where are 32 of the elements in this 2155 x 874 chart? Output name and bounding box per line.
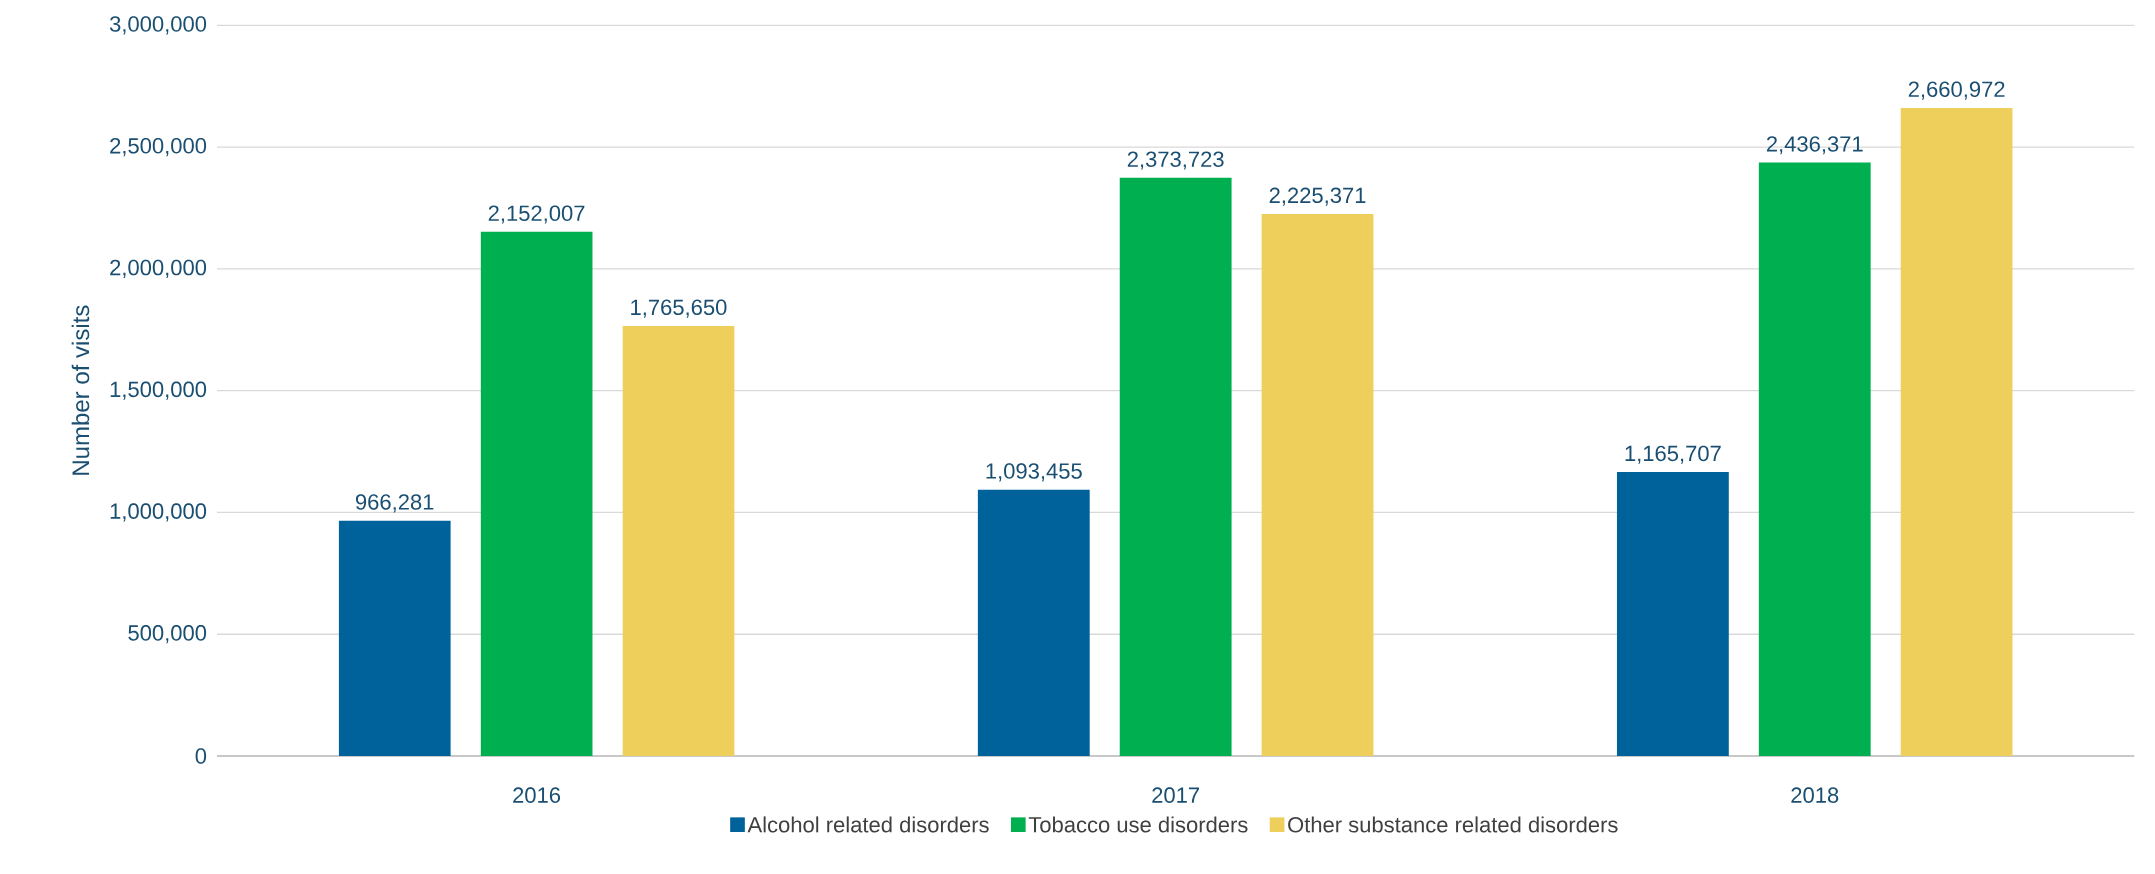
legend-label: Tobacco use disorders [1028,816,1248,833]
data-label: 2,436,371 [1766,136,1863,155]
legend-label: Alcohol related disorders [747,816,989,833]
y-tick-label: 2,500,000 [110,138,207,157]
y-tick-label: 1,000,000 [110,503,207,522]
y-tick-label: 1,500,000 [110,381,207,400]
y-tick-label: 500,000 [128,625,207,644]
data-label: 1,765,650 [631,299,727,318]
data-label: 1,165,707 [1625,445,1721,464]
data-label: 2,225,371 [1269,187,1366,206]
bar [1758,162,1871,756]
x-tick-label: 2017 [1152,787,1200,803]
bar [1261,213,1374,756]
data-label: 966,281 [355,494,434,513]
bar [1900,107,2013,756]
y-tick-label: 3,000,000 [109,16,207,35]
bar [1616,472,1729,756]
legend-label: Other substance related disorders [1288,816,1618,833]
y-axis-title: Number of visits [71,305,90,475]
bar [977,489,1090,756]
bar [622,325,735,756]
x-tick-label: 2018 [1791,787,1839,803]
x-tick-label: 2016 [513,787,561,803]
data-label: 2,660,972 [1908,81,2005,100]
bar [338,520,451,756]
y-tick-label: 2,000,000 [110,259,207,278]
y-tick-label: 0 [195,748,207,764]
data-label: 2,373,723 [1127,151,1224,170]
bar [1119,177,1232,756]
bar [480,231,593,756]
data-label: 1,093,455 [986,463,1082,482]
data-label: 2,152,007 [488,205,585,224]
